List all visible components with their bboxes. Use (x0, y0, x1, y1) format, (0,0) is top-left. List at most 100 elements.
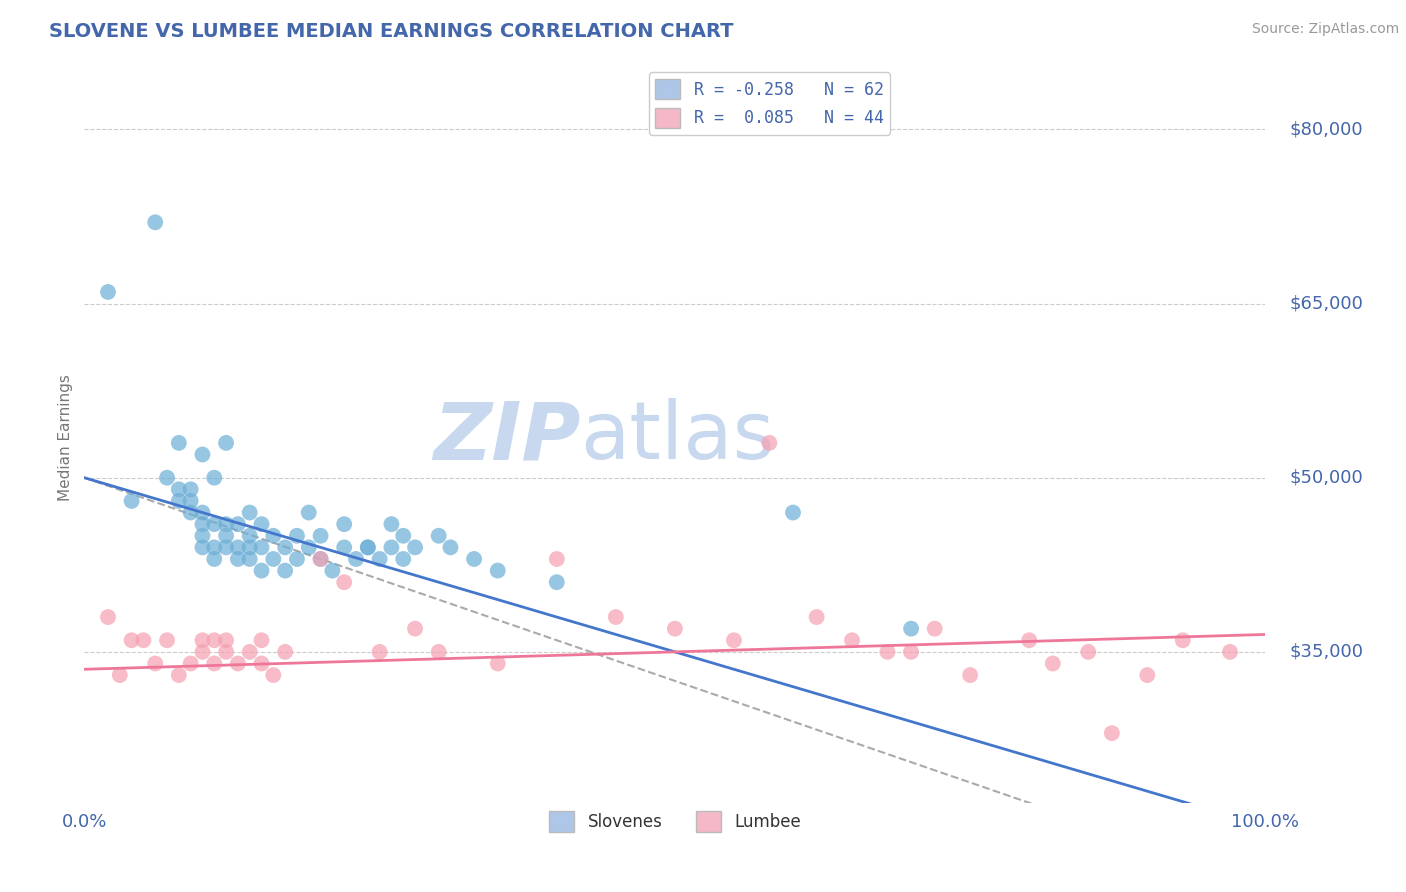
Text: ZIP: ZIP (433, 398, 581, 476)
Point (250, 564, 273, 578)
Point (180, 483, 202, 497)
Point (97, 285, 120, 299)
Point (380, 517, 402, 532)
Point (546, 552, 568, 566)
Point (486, 657, 509, 671)
Point (782, 506, 804, 520)
Point (427, 529, 450, 543)
Point (285, 529, 308, 543)
Point (191, 529, 214, 543)
Point (546, 575, 568, 590)
Point (900, 622, 922, 636)
Y-axis label: Median Earnings: Median Earnings (58, 374, 73, 500)
Point (202, 541, 225, 555)
Point (333, 541, 356, 555)
Point (1171, 633, 1194, 648)
Point (239, 541, 262, 555)
Point (605, 610, 627, 624)
Point (167, 483, 190, 497)
Point (427, 645, 450, 659)
Point (664, 622, 686, 636)
Point (180, 657, 202, 671)
Point (202, 633, 225, 648)
Point (924, 622, 946, 636)
Point (180, 494, 202, 508)
Point (274, 564, 297, 578)
Text: $80,000: $80,000 (1289, 120, 1362, 138)
Point (191, 645, 214, 659)
Point (321, 564, 343, 578)
Point (298, 541, 321, 555)
Point (121, 633, 143, 648)
Point (309, 552, 332, 566)
Point (191, 633, 214, 648)
Point (191, 517, 214, 532)
Point (262, 529, 284, 543)
Point (1077, 645, 1099, 659)
Point (156, 471, 179, 485)
Point (333, 575, 356, 590)
Point (215, 633, 238, 648)
Point (357, 541, 380, 555)
Point (97, 610, 120, 624)
Point (1018, 633, 1040, 648)
Point (380, 541, 402, 555)
Point (841, 633, 863, 648)
Point (262, 668, 284, 682)
Text: SLOVENE VS LUMBEE MEDIAN EARNINGS CORRELATION CHART: SLOVENE VS LUMBEE MEDIAN EARNINGS CORREL… (49, 22, 734, 41)
Point (900, 645, 922, 659)
Point (202, 657, 225, 671)
Point (298, 506, 321, 520)
Point (806, 610, 828, 624)
Text: atlas: atlas (581, 398, 775, 476)
Text: $50,000: $50,000 (1289, 468, 1362, 487)
Point (368, 645, 391, 659)
Point (191, 506, 214, 520)
Point (215, 436, 238, 450)
Point (368, 552, 391, 566)
Point (404, 622, 426, 636)
Point (333, 517, 356, 532)
Point (758, 436, 780, 450)
Point (215, 541, 238, 555)
Point (191, 448, 214, 462)
Point (167, 494, 190, 508)
Point (250, 517, 273, 532)
Text: Source: ZipAtlas.com: Source: ZipAtlas.com (1251, 22, 1399, 37)
Point (274, 645, 297, 659)
Point (250, 633, 273, 648)
Point (876, 645, 898, 659)
Point (202, 517, 225, 532)
Point (143, 215, 166, 229)
Point (202, 471, 225, 485)
Point (215, 529, 238, 543)
Point (439, 541, 461, 555)
Point (180, 506, 202, 520)
Point (226, 552, 249, 566)
Point (357, 541, 380, 555)
Point (1101, 726, 1123, 740)
Point (191, 541, 214, 555)
Point (167, 668, 190, 682)
Point (156, 633, 179, 648)
Point (262, 552, 284, 566)
Point (959, 668, 981, 682)
Point (1042, 657, 1064, 671)
Point (215, 645, 238, 659)
Point (250, 657, 273, 671)
Point (392, 552, 415, 566)
Point (167, 436, 190, 450)
Point (404, 541, 426, 555)
Point (108, 668, 131, 682)
Point (215, 517, 238, 532)
Point (132, 633, 155, 648)
Point (202, 552, 225, 566)
Point (250, 541, 273, 555)
Point (239, 645, 262, 659)
Point (486, 564, 509, 578)
Point (285, 552, 308, 566)
Point (1136, 668, 1159, 682)
Point (226, 517, 249, 532)
Point (344, 552, 367, 566)
Point (121, 494, 143, 508)
